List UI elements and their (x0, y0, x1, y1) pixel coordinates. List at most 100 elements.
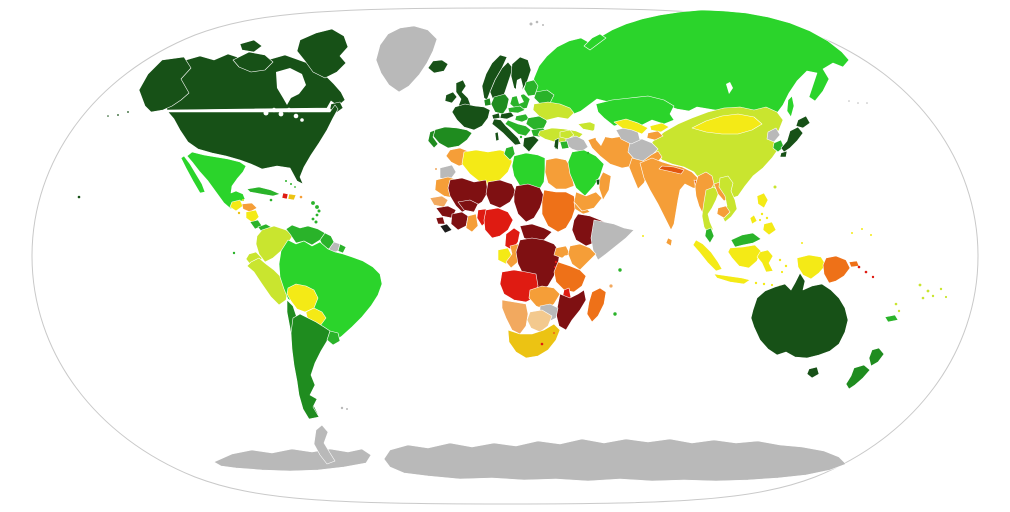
falkland-islands-2 (346, 408, 348, 410)
algeria (461, 149, 513, 187)
ghana (465, 213, 479, 233)
aleutian-islands-3 (107, 115, 109, 117)
jordan (559, 140, 570, 150)
czech-slovakia (507, 105, 526, 114)
tunisia (503, 145, 516, 161)
spain (432, 126, 473, 149)
uruguay (326, 330, 341, 346)
portugal (427, 129, 439, 149)
lesser-sunda-3 (770, 283, 774, 287)
new-zealand-north (868, 347, 885, 367)
lake-victoria (563, 255, 569, 261)
falkland-islands-1 (340, 406, 344, 410)
fiji-1 (918, 283, 922, 287)
nicaragua (245, 209, 260, 224)
japan-hokkaido (795, 115, 811, 129)
kazakhstan (595, 95, 675, 127)
kyrgyzstan (649, 122, 670, 133)
namibia (501, 299, 529, 335)
lakshadweep-maldives (642, 235, 644, 237)
samoa-tonga-1 (939, 287, 943, 291)
palau-micronesia-3 (861, 228, 863, 230)
tasmania (806, 366, 820, 379)
yemen (573, 191, 603, 212)
sumatra (692, 239, 723, 272)
united-states (167, 104, 339, 185)
sudan (541, 189, 577, 233)
philippines-palawan (749, 214, 758, 225)
ireland (444, 91, 458, 104)
aleutian-islands-west-1 (848, 100, 850, 102)
norway (481, 54, 508, 101)
great-lakes-2 (271, 107, 277, 113)
albania (519, 135, 523, 139)
philippines-luzon (756, 192, 769, 209)
uzbekistan (613, 118, 649, 135)
iceland (427, 59, 449, 74)
japan-honshu (780, 126, 804, 153)
lake-baikal (726, 82, 733, 94)
south-korea (772, 139, 785, 153)
ivory-coast (450, 211, 469, 231)
alaska (138, 56, 192, 113)
germany (490, 93, 510, 115)
australia (750, 272, 849, 359)
new-caledonia (884, 314, 899, 323)
philippines-visayas-2 (765, 216, 769, 220)
mauritius (613, 312, 617, 316)
aleutian-islands-1 (127, 111, 129, 113)
peru (246, 257, 289, 306)
egypt (544, 157, 575, 190)
canary-islands-1 (435, 168, 437, 170)
philippines-visayas-1 (760, 212, 764, 216)
sardinia (494, 131, 500, 142)
tanzania (553, 261, 587, 293)
bahamas-3 (294, 186, 296, 188)
malaysia-borneo (730, 232, 762, 248)
hungary (514, 113, 530, 123)
sierra-leone (435, 216, 446, 225)
lesser-antilles-1 (311, 201, 315, 205)
botswana (526, 309, 553, 333)
israel-lebanon (553, 137, 560, 151)
france (451, 103, 491, 131)
western-sahara (439, 164, 457, 181)
new-zealand-south (845, 364, 871, 390)
caspian-sea (594, 120, 606, 146)
senegal (429, 195, 449, 208)
oman (598, 171, 612, 201)
seychelles (618, 268, 622, 272)
benelux (483, 97, 492, 107)
malaysia-peninsula (704, 227, 715, 244)
map-outline (31, 7, 979, 505)
balkans (504, 119, 532, 137)
solomon-islands-3 (871, 275, 875, 279)
somalia (590, 219, 635, 261)
russia (531, 9, 850, 118)
mongolia (691, 113, 763, 135)
baltic-sea (516, 78, 524, 104)
niger (485, 179, 517, 209)
greenland (375, 25, 438, 93)
java (713, 273, 751, 285)
kenya (567, 243, 597, 271)
colombia (255, 225, 294, 263)
madagascar (586, 287, 607, 323)
kuwait (586, 151, 590, 155)
palau-micronesia-1 (801, 242, 803, 244)
brazil (278, 239, 383, 343)
novaya-zemlya (583, 33, 607, 51)
japan-kyushu (779, 150, 788, 158)
rwanda-burundi-1 (554, 260, 558, 264)
haiti (281, 192, 289, 200)
cuba (246, 186, 281, 197)
new-britain (848, 260, 860, 268)
nepal (658, 165, 685, 175)
saudi-arabia (567, 149, 605, 197)
great-lakes-3 (278, 111, 284, 117)
vanuatu-1 (894, 302, 898, 306)
india (639, 157, 702, 231)
chad (513, 183, 545, 223)
central-african-republic (519, 223, 553, 243)
